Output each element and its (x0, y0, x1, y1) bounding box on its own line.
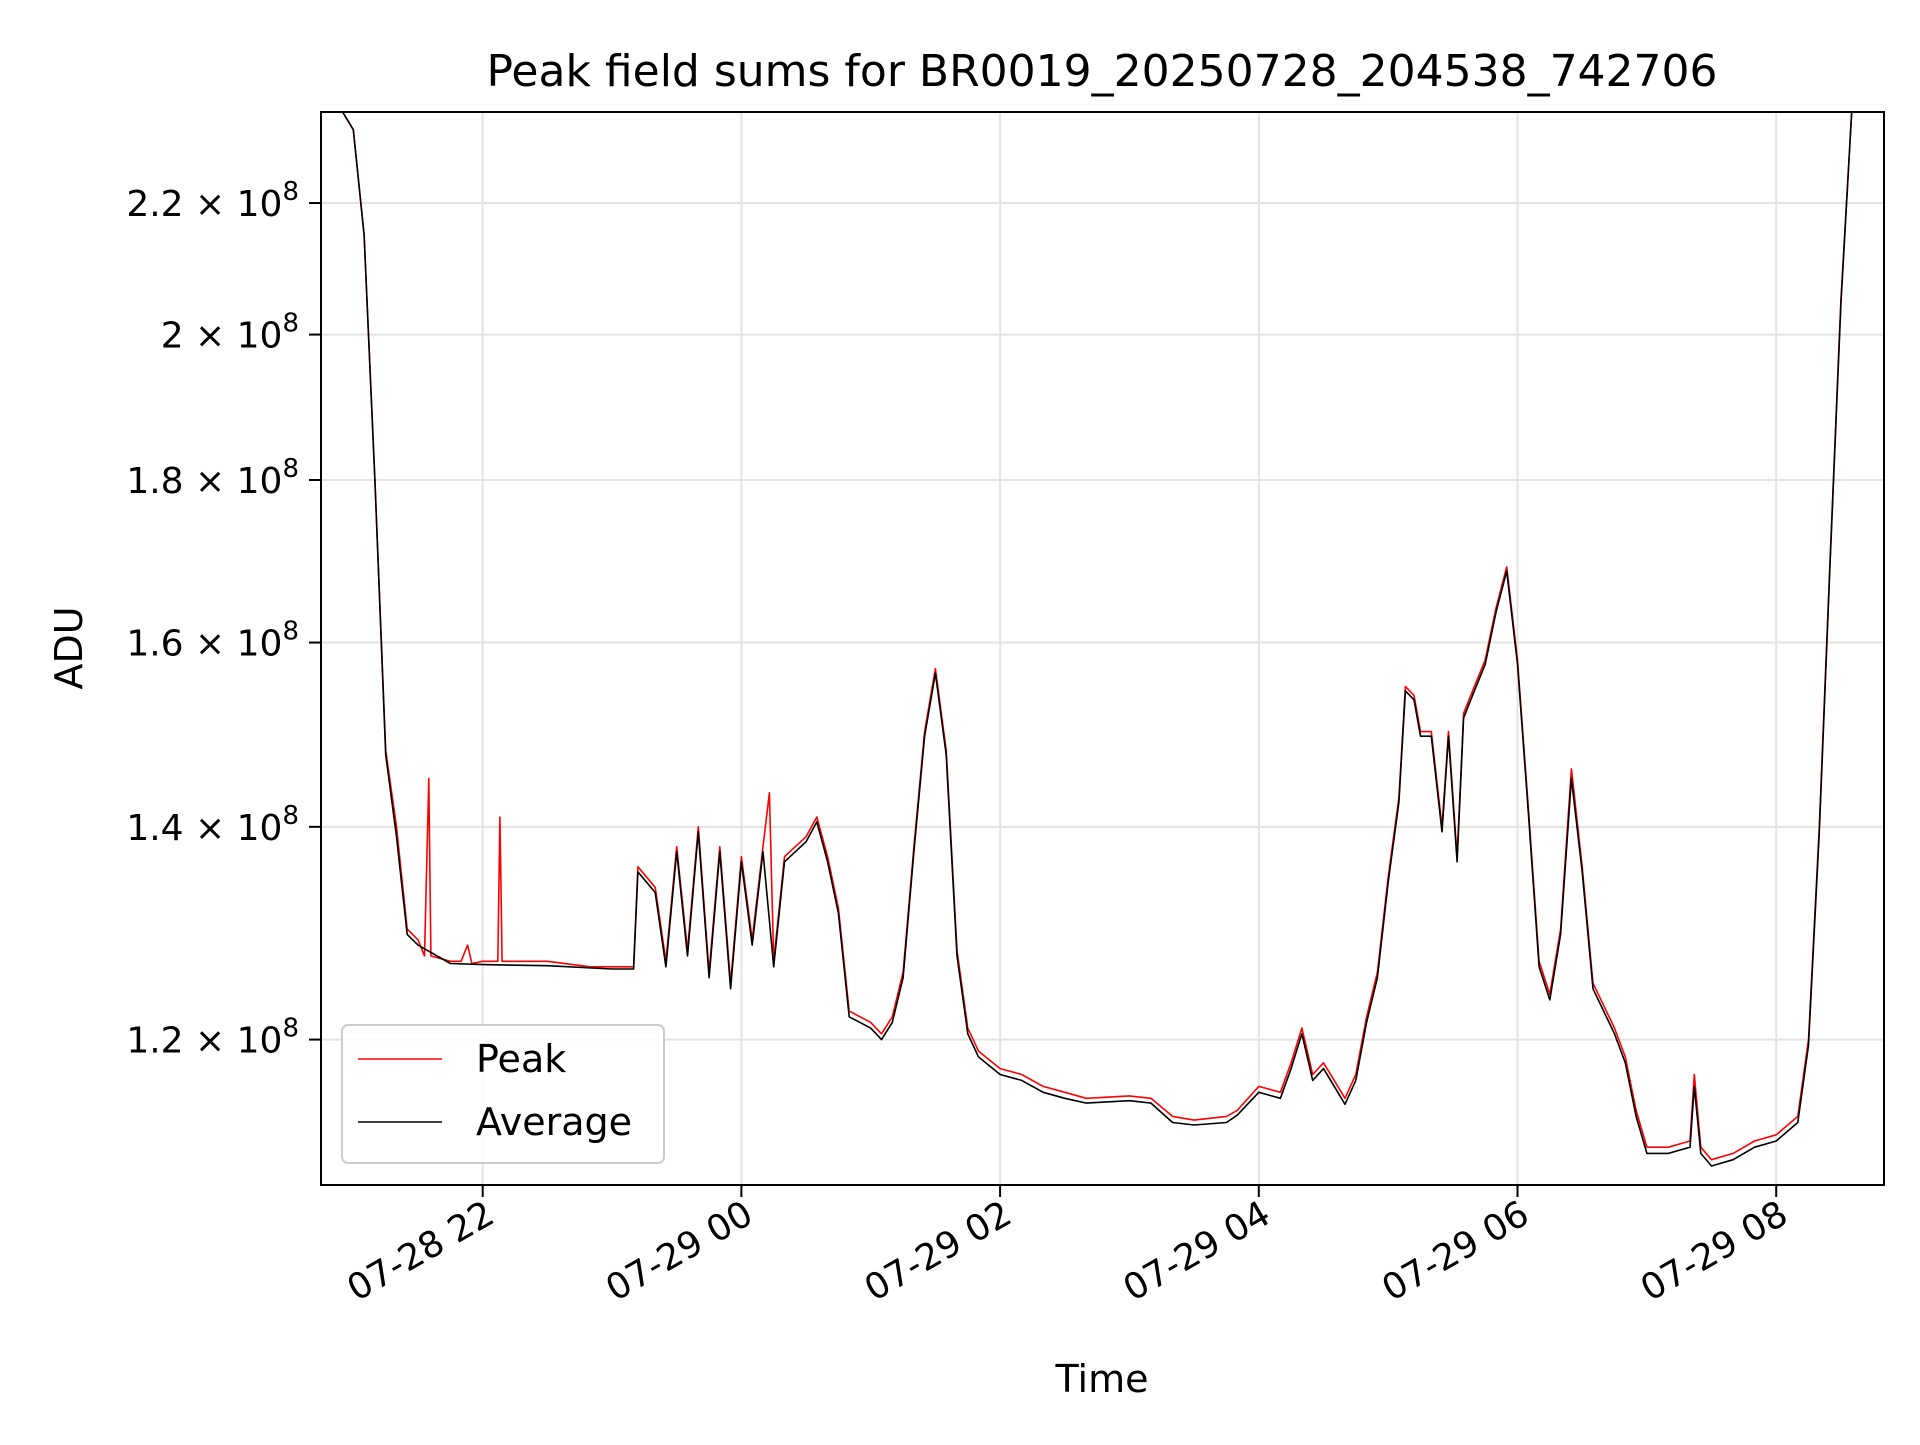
series-line-average (321, 112, 1853, 1167)
series-layer (321, 112, 1853, 1167)
plot-frame (320, 111, 1885, 1186)
grid (321, 112, 1884, 1185)
y-tick-label: 2 × 108 (161, 309, 299, 357)
y-tick-label: 1.4 × 108 (126, 801, 299, 849)
y-tick-label: 1.2 × 108 (126, 1014, 299, 1062)
y-tick-label: 1.8 × 108 (126, 454, 299, 502)
y-axis: 1.2 × 108 1.4 × 108 1.6 × 108 1.8 × 108 2 × … (126, 177, 321, 1062)
legend-label-average: Average (476, 1100, 632, 1144)
y-tick-label: 2.2 × 108 (126, 177, 299, 225)
legend-label-peak: Peak (476, 1037, 566, 1081)
y-tick-label: 1.6 × 108 (126, 617, 299, 665)
legend: Peak Average (341, 1024, 665, 1164)
x-axis-label: Time (1055, 1357, 1149, 1401)
chart-title: Peak field sums for BR0019_20250728_2045… (486, 46, 1717, 97)
y-axis-label: ADU (47, 606, 91, 689)
